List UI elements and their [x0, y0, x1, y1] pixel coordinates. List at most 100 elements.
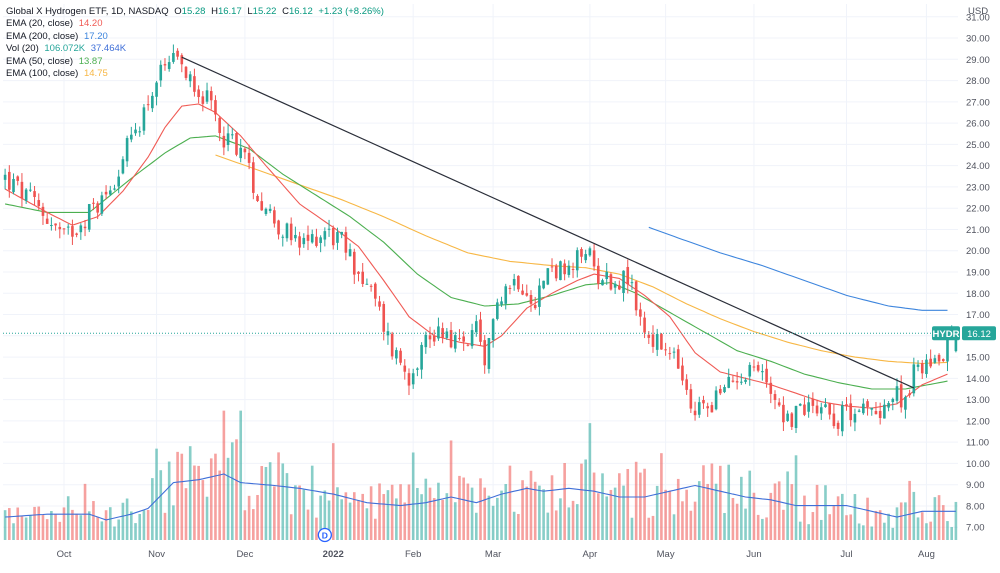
- candle-body[interactable]: [685, 379, 688, 390]
- candle-body[interactable]: [214, 100, 217, 115]
- candle-body[interactable]: [660, 334, 663, 350]
- candle-body[interactable]: [870, 407, 874, 410]
- candle-body[interactable]: [239, 147, 243, 159]
- candle-body[interactable]: [571, 269, 575, 271]
- candle-body[interactable]: [563, 263, 566, 275]
- dividend-marker[interactable]: [317, 527, 332, 543]
- candle-body[interactable]: [777, 402, 781, 406]
- candle-body[interactable]: [845, 404, 848, 407]
- candle-body[interactable]: [672, 351, 676, 353]
- candle-body[interactable]: [525, 293, 529, 296]
- candle-body[interactable]: [37, 200, 41, 207]
- candle-body[interactable]: [458, 337, 461, 339]
- candle-body[interactable]: [824, 404, 827, 408]
- candle-body[interactable]: [331, 228, 335, 246]
- candle-body[interactable]: [277, 220, 280, 235]
- candle-body[interactable]: [554, 265, 558, 279]
- candle-body[interactable]: [33, 191, 36, 198]
- candle-body[interactable]: [315, 236, 318, 246]
- candle-body[interactable]: [79, 225, 83, 233]
- candle-body[interactable]: [66, 226, 70, 228]
- candle-body[interactable]: [689, 389, 693, 409]
- candle-body[interactable]: [668, 353, 672, 355]
- candle-body[interactable]: [378, 301, 381, 307]
- candle-body[interactable]: [706, 406, 709, 409]
- candle-body[interactable]: [580, 249, 583, 257]
- candle-body[interactable]: [134, 129, 137, 134]
- candle-body[interactable]: [188, 74, 192, 82]
- candle-body[interactable]: [420, 344, 423, 370]
- candle-body[interactable]: [462, 336, 465, 342]
- candle-body[interactable]: [714, 390, 718, 410]
- candle-body[interactable]: [618, 285, 621, 290]
- candle-body[interactable]: [294, 234, 297, 239]
- candle-body[interactable]: [281, 236, 285, 238]
- candle-body[interactable]: [399, 350, 402, 363]
- candle-body[interactable]: [575, 250, 579, 271]
- candle-body[interactable]: [180, 55, 184, 65]
- candle-body[interactable]: [20, 181, 24, 199]
- candle-body[interactable]: [54, 223, 57, 226]
- candle-body[interactable]: [71, 226, 74, 237]
- candle-body[interactable]: [41, 206, 45, 216]
- candle-body[interactable]: [836, 422, 840, 429]
- candle-body[interactable]: [146, 104, 150, 106]
- candle-body[interactable]: [323, 231, 327, 240]
- candle-body[interactable]: [222, 135, 226, 148]
- candle-body[interactable]: [87, 204, 91, 230]
- candle-body[interactable]: [550, 266, 554, 268]
- candle-body[interactable]: [441, 328, 444, 338]
- candle-body[interactable]: [874, 411, 878, 415]
- candle-body[interactable]: [411, 373, 415, 385]
- candle-body[interactable]: [643, 317, 646, 333]
- legend-ema200[interactable]: EMA (200, close) 17.20: [6, 31, 387, 43]
- candle-body[interactable]: [125, 138, 129, 162]
- candle-body[interactable]: [218, 117, 221, 133]
- candle-body[interactable]: [159, 64, 163, 81]
- symbol-tag[interactable]: [932, 326, 960, 341]
- candle-body[interactable]: [723, 387, 726, 393]
- candle-body[interactable]: [403, 365, 407, 372]
- candle-body[interactable]: [500, 301, 503, 305]
- candle-body[interactable]: [75, 233, 78, 235]
- candle-body[interactable]: [361, 271, 365, 284]
- candle-body[interactable]: [786, 413, 789, 421]
- candle-body[interactable]: [639, 309, 642, 317]
- candle-body[interactable]: [731, 380, 735, 382]
- candle-body[interactable]: [117, 176, 120, 187]
- legend-volume[interactable]: Vol (20) 106.072K 37.464K: [6, 43, 387, 55]
- trendline[interactable]: [181, 56, 915, 389]
- candle-body[interactable]: [235, 133, 238, 155]
- candle-body[interactable]: [609, 274, 613, 290]
- candle-body[interactable]: [319, 237, 322, 243]
- candle-body[interactable]: [912, 364, 916, 394]
- candle-body[interactable]: [521, 290, 524, 295]
- candle-body[interactable]: [474, 321, 478, 333]
- candle-body[interactable]: [151, 95, 154, 109]
- candle-body[interactable]: [508, 287, 512, 289]
- candle-body[interactable]: [424, 334, 428, 348]
- candle-body[interactable]: [176, 50, 179, 57]
- candle-body[interactable]: [849, 403, 853, 421]
- candle-body[interactable]: [676, 349, 680, 369]
- candle-body[interactable]: [613, 283, 617, 288]
- candle-body[interactable]: [752, 366, 756, 368]
- candle-body[interactable]: [748, 364, 752, 377]
- candle-body[interactable]: [773, 394, 777, 400]
- candle-body[interactable]: [592, 250, 596, 267]
- candle-body[interactable]: [605, 271, 609, 279]
- candle-body[interactable]: [155, 82, 158, 97]
- candle-body[interactable]: [193, 76, 196, 92]
- candle-body[interactable]: [596, 265, 600, 284]
- candle-body[interactable]: [908, 393, 911, 396]
- candle-body[interactable]: [16, 176, 20, 181]
- candle-body[interactable]: [138, 131, 142, 133]
- candle-body[interactable]: [937, 354, 941, 362]
- candle-body[interactable]: [811, 398, 815, 406]
- candle-body[interactable]: [268, 208, 272, 211]
- candle-body[interactable]: [798, 403, 802, 406]
- candle-body[interactable]: [479, 319, 482, 342]
- candle-body[interactable]: [8, 171, 11, 190]
- candle-body[interactable]: [559, 261, 562, 281]
